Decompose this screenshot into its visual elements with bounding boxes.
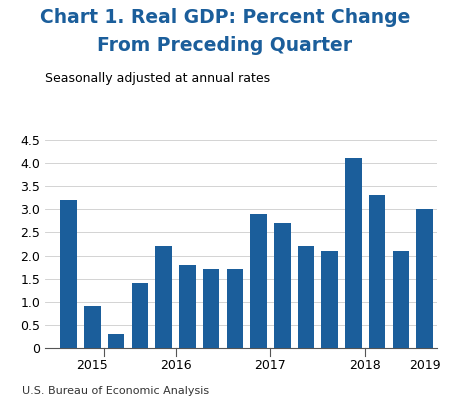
Bar: [298, 246, 314, 348]
Text: 2015: 2015: [76, 360, 108, 372]
Bar: [108, 334, 125, 348]
Bar: [274, 223, 291, 348]
Bar: [321, 251, 338, 348]
Bar: [203, 270, 220, 348]
Text: Chart 1. Real GDP: Percent Change: Chart 1. Real GDP: Percent Change: [40, 8, 410, 27]
Text: U.S. Bureau of Economic Analysis: U.S. Bureau of Economic Analysis: [22, 386, 210, 396]
Bar: [416, 209, 433, 348]
Text: 2017: 2017: [255, 360, 286, 372]
Text: From Preceding Quarter: From Preceding Quarter: [98, 36, 352, 55]
Text: 2016: 2016: [160, 360, 191, 372]
Bar: [131, 283, 148, 348]
Bar: [345, 158, 362, 348]
Bar: [226, 270, 243, 348]
Text: 2019: 2019: [409, 360, 441, 372]
Bar: [392, 251, 409, 348]
Bar: [369, 196, 386, 348]
Bar: [60, 200, 77, 348]
Text: Seasonally adjusted at annual rates: Seasonally adjusted at annual rates: [45, 72, 270, 85]
Bar: [84, 306, 101, 348]
Bar: [250, 214, 267, 348]
Bar: [155, 246, 172, 348]
Bar: [179, 265, 196, 348]
Text: 2018: 2018: [350, 360, 381, 372]
